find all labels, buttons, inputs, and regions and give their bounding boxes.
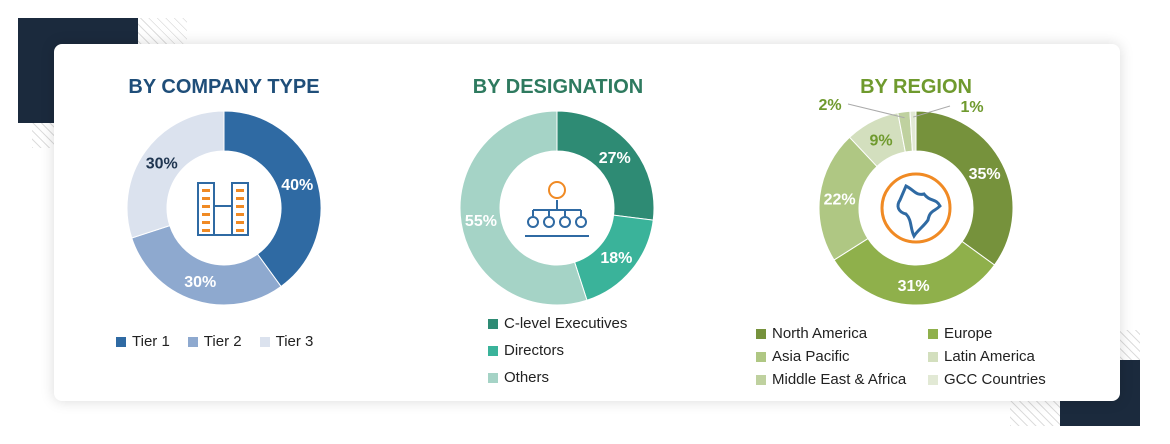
legend-label: Europe xyxy=(944,325,993,342)
legend-swatch xyxy=(187,336,198,347)
legend-item: Europe xyxy=(928,322,1068,345)
donut-slice xyxy=(909,110,917,152)
donut-slice xyxy=(459,110,588,306)
donut-slice xyxy=(131,224,282,306)
window-mark xyxy=(236,189,244,192)
legend-swatch xyxy=(488,345,498,356)
legend-swatch xyxy=(756,374,766,385)
legend-label: Directors xyxy=(504,342,565,359)
legend-item: Asia Pacific xyxy=(756,345,928,368)
chart-title: BY COMPANY TYPE xyxy=(128,76,320,98)
organization-hierarchy-icon xyxy=(548,181,566,199)
globe-icon xyxy=(880,172,952,244)
legend-swatch xyxy=(756,351,766,362)
data-label: 22% xyxy=(824,191,856,208)
legend-label: Tier 1 xyxy=(132,333,170,350)
legend-item: C-level Executives xyxy=(488,310,627,337)
legend-item: Middle East & Africa xyxy=(756,368,928,391)
legend-label: North America xyxy=(772,325,868,342)
window-mark xyxy=(236,213,244,216)
window-mark xyxy=(202,221,210,224)
donut-slice xyxy=(833,237,996,306)
data-label: 31% xyxy=(898,278,930,295)
organization-hierarchy-icon xyxy=(532,200,582,216)
legend-swatch xyxy=(116,336,126,347)
legend-item: Directors xyxy=(488,337,627,364)
legend: Tier 1 Tier 2 Tier 3 xyxy=(116,330,313,353)
legend-swatch xyxy=(928,374,938,385)
legend-label: Tier 2 xyxy=(203,333,242,350)
legend-item: Tier 1 xyxy=(116,330,170,353)
legend-label: C-level Executives xyxy=(504,315,628,332)
person-icon xyxy=(575,216,587,228)
legend-swatch xyxy=(928,351,938,362)
legend: North America Europe Asia Pacific Latin … xyxy=(756,322,1068,391)
legend-item: Tier 3 xyxy=(259,330,314,353)
donut-slice xyxy=(915,110,1014,266)
window-mark xyxy=(202,213,210,216)
globe-icon xyxy=(896,183,942,239)
window-mark xyxy=(236,221,244,224)
donut-slice xyxy=(126,110,225,239)
data-label: 18% xyxy=(600,250,632,267)
leader-line xyxy=(847,103,905,119)
person-icon xyxy=(527,216,539,228)
legend-label: Middle East & Africa xyxy=(772,371,907,388)
legend-item: Others xyxy=(488,364,627,391)
legend-swatch xyxy=(259,336,270,347)
data-label: 1% xyxy=(960,99,983,116)
data-label: 35% xyxy=(969,166,1001,183)
window-mark xyxy=(202,189,210,192)
window-mark xyxy=(202,229,210,232)
legend-label: Tier 3 xyxy=(275,333,314,350)
buildings-icon xyxy=(213,205,233,236)
window-mark xyxy=(236,197,244,200)
legend-item: Tier 2 xyxy=(187,330,242,353)
chart-title: BY DESIGNATION xyxy=(472,76,644,98)
data-label: 40% xyxy=(281,177,313,194)
person-icon xyxy=(543,216,555,228)
legend-label: Latin America xyxy=(944,348,1035,365)
data-label: 9% xyxy=(869,132,892,149)
data-label: 55% xyxy=(465,213,497,230)
donut-slice xyxy=(223,110,322,288)
legend-label: GCC Countries xyxy=(944,371,1046,388)
legend-label: Asia Pacific xyxy=(772,348,850,365)
legend-swatch xyxy=(928,328,938,339)
data-label: 30% xyxy=(146,156,178,173)
donut-slice xyxy=(556,110,655,221)
legend: C-level Executives Directors Others xyxy=(488,310,627,391)
chart-title: BY REGION xyxy=(860,76,972,98)
data-label: 2% xyxy=(818,97,841,114)
data-label: 30% xyxy=(184,274,216,291)
window-mark xyxy=(236,205,244,208)
leader-line xyxy=(912,105,951,118)
window-mark xyxy=(236,229,244,232)
window-mark xyxy=(202,197,210,200)
person-icon xyxy=(559,216,571,228)
window-mark xyxy=(202,205,210,208)
data-label: 27% xyxy=(599,150,631,167)
legend-item: GCC Countries xyxy=(928,368,1068,391)
legend-swatch xyxy=(488,318,498,329)
legend-swatch xyxy=(488,372,498,383)
legend-item: Latin America xyxy=(928,345,1068,368)
legend-swatch xyxy=(756,328,766,339)
legend-label: Others xyxy=(504,369,550,386)
legend-item: North America xyxy=(756,322,928,345)
